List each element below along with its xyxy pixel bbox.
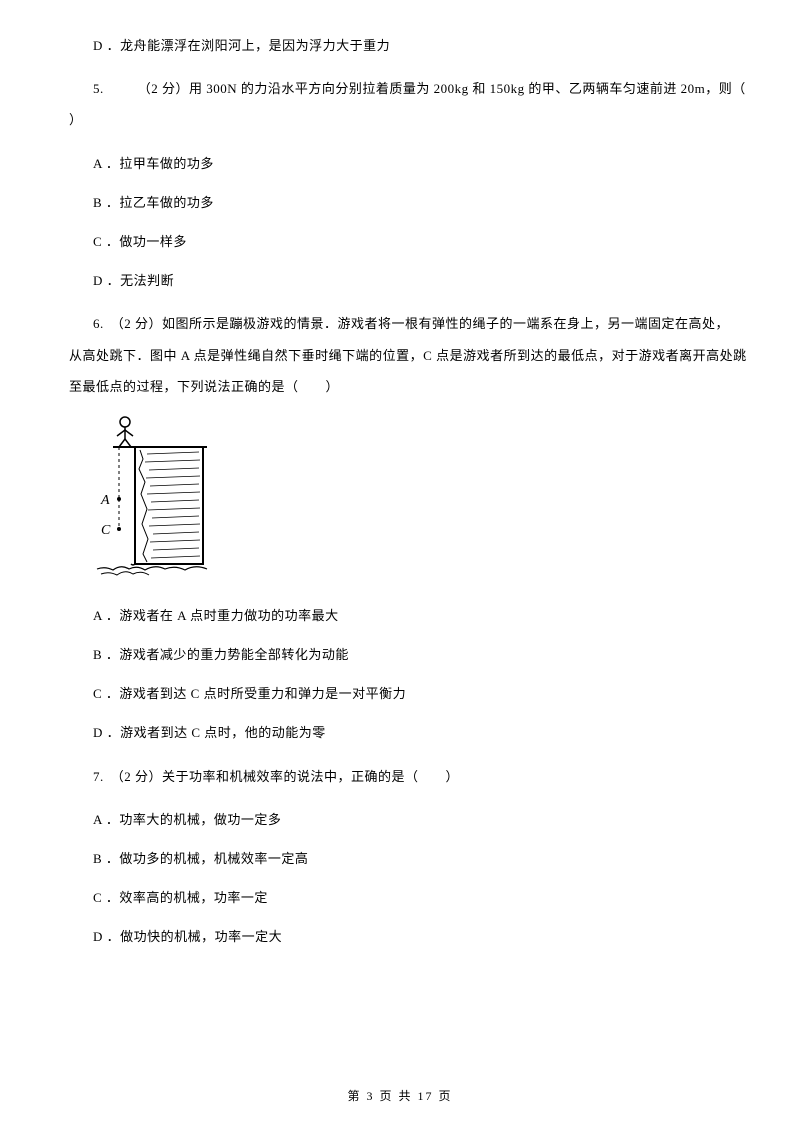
q5-option-d: D ．无法判断 [45,265,755,296]
q7-stem: 7. （2 分）关于功率和机械效率的说法中，正确的是（ ） [45,761,755,792]
figure-label-c: C [101,523,111,538]
q5-stem-line2: ） [45,104,755,135]
q6-stem-line2: 从高处跳下．图中 A 点是弹性绳自然下垂时绳下端的位置，C 点是游戏者所到达的最… [45,340,755,371]
q7-option-d: D ．做功快的机械，功率一定大 [45,921,755,952]
q7-option-b: B ．做功多的机械，机械效率一定高 [45,843,755,874]
q5-stem-line1: 5. （2 分）用 300N 的力沿水平方向分别拉着质量为 200kg 和 15… [45,73,755,104]
q5-option-c: C ．做功一样多 [45,226,755,257]
q6-stem-line1: 6. （2 分）如图所示是蹦极游戏的情景．游戏者将一根有弹性的绳子的一端系在身上… [45,308,755,339]
q6-option-b: B ．游戏者减少的重力势能全部转化为动能 [45,639,755,670]
q7-option-c: C ．效率高的机械，功率一定 [45,882,755,913]
q6-option-d: D ．游戏者到达 C 点时，他的动能为零 [45,717,755,748]
page-footer: 第 3 页 共 17 页 [0,1087,800,1104]
q7-option-a: A ．功率大的机械，做功一定多 [45,804,755,835]
q6-stem-line3: 至最低点的过程，下列说法正确的是（ ） [45,371,755,402]
q5-option-a: A ．拉甲车做的功多 [45,148,755,179]
q6-figure: A C [95,414,755,584]
q5-option-b: B ．拉乙车做的功多 [45,187,755,218]
figure-label-a: A [100,493,110,508]
q4-option-d: D ．龙舟能漂浮在浏阳河上，是因为浮力大于重力 [45,30,755,61]
q6-option-a: A ．游戏者在 A 点时重力做功的功率最大 [45,600,755,631]
q6-option-c: C ．游戏者到达 C 点时所受重力和弹力是一对平衡力 [45,678,755,709]
